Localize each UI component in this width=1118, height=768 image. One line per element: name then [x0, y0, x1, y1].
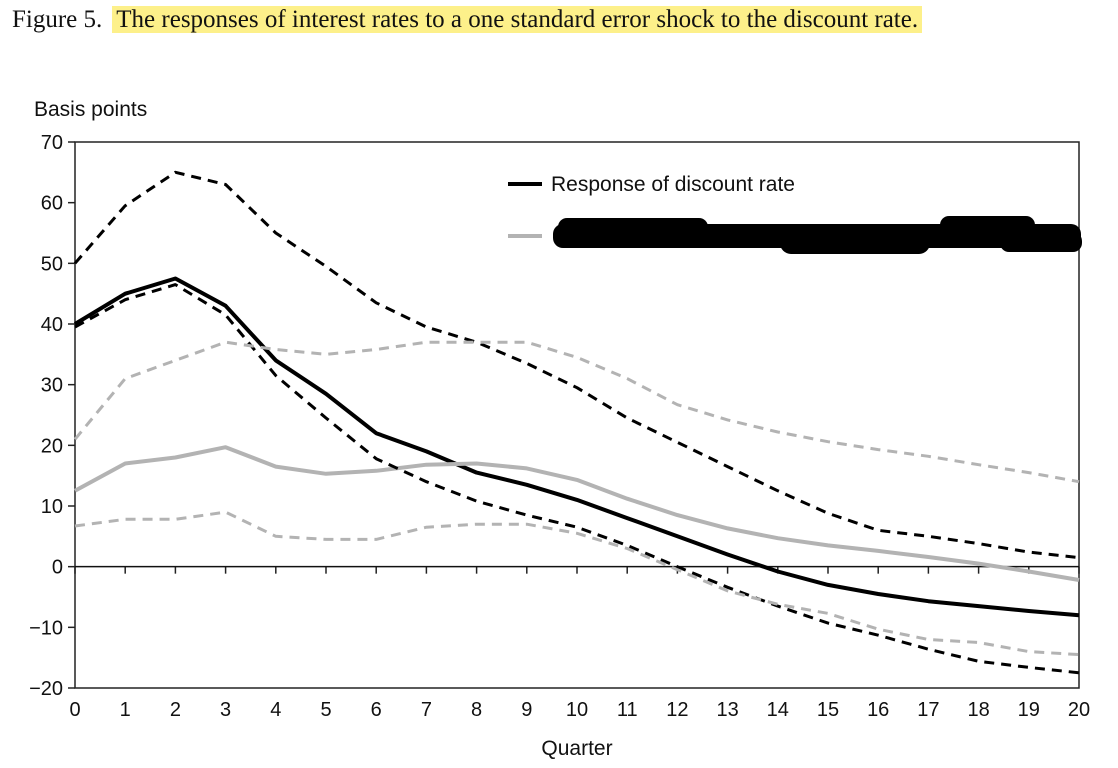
series-line-4	[73, 340, 1080, 484]
plot-frame	[74, 141, 1080, 689]
redaction-scribble	[553, 216, 1082, 254]
x-tick-label: 20	[1068, 699, 1090, 721]
x-tick-label: 6	[371, 699, 382, 721]
x-tick-label: 2	[170, 699, 181, 721]
y-tick-label: 50	[41, 253, 63, 275]
y-tick-label: −10	[29, 617, 63, 639]
legend: Response of discount rate	[508, 173, 1082, 254]
x-tick-label: 3	[220, 699, 231, 721]
x-axis: 0 1 2 3 4 5 6 7 8 9 10 11 12 13 14 15 16 17 18 19 20	[69, 566, 1090, 721]
y-axis-title: Basis points	[34, 98, 147, 121]
x-tick-label: 14	[767, 699, 789, 721]
x-tick-label: 16	[867, 699, 889, 721]
series-line-2	[73, 170, 1080, 560]
x-tick-label: 4	[270, 699, 281, 721]
y-tick-label: 20	[41, 435, 63, 457]
x-tick-label: 13	[716, 699, 738, 721]
y-tick-label: 70	[41, 132, 63, 154]
x-tick-label: 11	[617, 699, 638, 721]
series-layer	[73, 170, 1080, 675]
x-axis-title: Quarter	[541, 737, 612, 760]
y-tick-label: −20	[29, 678, 63, 700]
y-tick-label: 40	[41, 314, 63, 336]
y-tick-label: 0	[52, 557, 63, 579]
x-tick-label: 19	[1018, 699, 1040, 721]
x-tick-label: 15	[817, 699, 839, 721]
x-tick-label: 7	[421, 699, 432, 721]
x-tick-label: 9	[521, 699, 532, 721]
x-tick-label: 0	[69, 699, 80, 721]
figure-title: The responses of interest rates to a one…	[112, 6, 923, 33]
series-line-0	[73, 276, 1080, 618]
figure-label: Figure 5.	[12, 6, 103, 33]
series-line-1	[74, 445, 1080, 582]
y-axis: −20 −10 0 10 20 30 40 50 60 70	[29, 132, 75, 700]
x-tick-label: 17	[917, 699, 939, 721]
x-tick-label: 18	[967, 699, 989, 721]
figure-caption: Figure 5. The responses of interest rates…	[12, 6, 923, 34]
x-tick-label: 10	[566, 699, 588, 721]
x-tick-label: 12	[666, 699, 688, 721]
x-tick-label: 8	[471, 699, 482, 721]
x-tick-label: 1	[120, 699, 131, 721]
y-tick-label: 10	[41, 496, 63, 518]
y-tick-label: 60	[41, 193, 63, 215]
legend-label-discount-rate: Response of discount rate	[551, 173, 795, 196]
series-line-5	[74, 510, 1080, 657]
series-line-3	[74, 283, 1080, 675]
x-tick-label: 5	[320, 699, 331, 721]
y-tick-label: 30	[41, 375, 63, 397]
